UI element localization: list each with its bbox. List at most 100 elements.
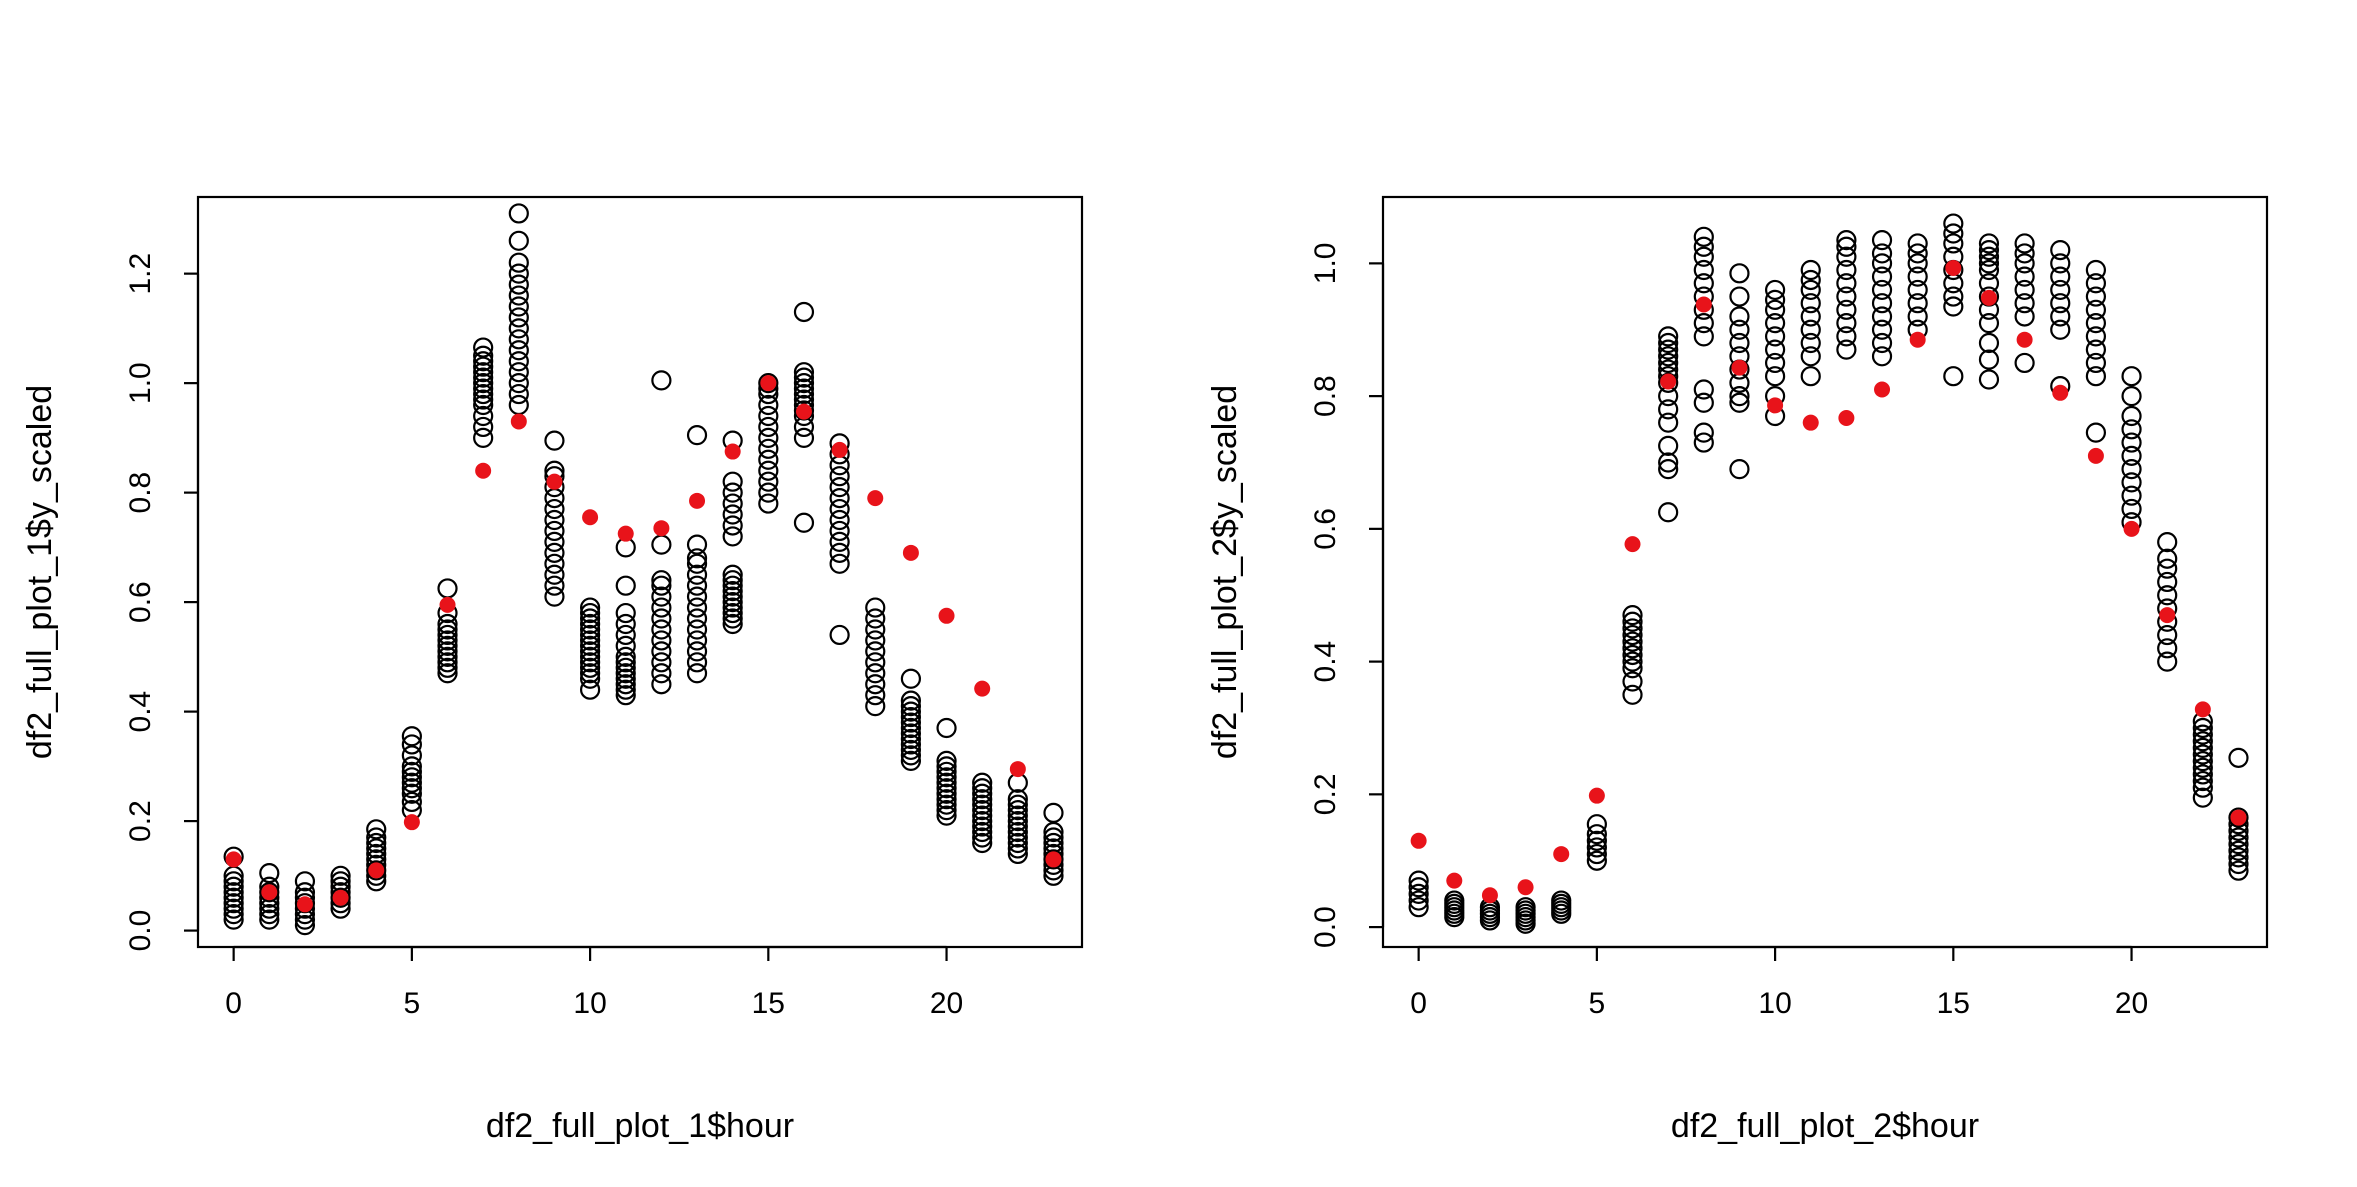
observed-point: [1907, 306, 1928, 327]
observed-point: [508, 351, 529, 372]
observed-point: [651, 652, 672, 673]
observed-point: [1836, 299, 1857, 320]
observed-point: [2014, 253, 2035, 274]
observed-point: [2192, 744, 2213, 765]
fitted-point: [1481, 887, 1498, 904]
observed-point: [722, 597, 743, 618]
observed-point: [865, 674, 886, 695]
observed-point: [615, 657, 636, 678]
observed-point: [1871, 253, 1893, 274]
observed-point: [1408, 870, 1429, 891]
observed-point: [1978, 259, 2000, 281]
x-tick-label: 10: [573, 987, 606, 1020]
x-tick-label: 0: [1410, 987, 1427, 1020]
observed-point: [1871, 230, 1893, 251]
observed-point: [401, 756, 422, 777]
observed-point: [544, 575, 565, 596]
observed-point: [579, 624, 601, 646]
observed-point: [2085, 422, 2107, 443]
observed-point: [722, 575, 743, 596]
observed-point: [2228, 847, 2249, 868]
observed-point: [758, 427, 779, 448]
x-axis-label: df2_full_plot_1$hour: [486, 1107, 794, 1145]
observed-point: [437, 663, 458, 684]
observed-point: [1658, 502, 1679, 523]
observed-point: [1622, 644, 1643, 666]
observed-point: [2192, 737, 2213, 758]
observed-point: [1836, 230, 1857, 251]
observed-point: [223, 871, 244, 892]
observed-point: [1729, 319, 1750, 340]
observed-point: [2085, 273, 2107, 294]
observed-point: [686, 553, 708, 574]
fitted-point: [1410, 832, 1427, 849]
observed-point: [1658, 339, 1679, 360]
observed-point: [829, 498, 850, 520]
fitted-point: [760, 375, 777, 392]
observed-point: [473, 345, 494, 366]
fitted-point: [2230, 809, 2247, 826]
observed-point: [936, 750, 957, 771]
observed-point: [294, 871, 316, 892]
y-axis-label: df2_full_plot_1$y_scaled: [21, 385, 59, 759]
observed-point: [1978, 313, 2000, 334]
observed-point: [294, 915, 316, 936]
observed-point: [2014, 233, 2035, 254]
observed-point: [686, 564, 708, 585]
observed-point: [829, 542, 850, 563]
fitted-point: [1660, 373, 1677, 390]
observed-point: [936, 805, 957, 826]
observed-point: [544, 542, 565, 563]
observed-point: [1007, 800, 1028, 821]
observed-point: [2014, 243, 2035, 264]
observed-point: [579, 679, 601, 700]
observed-point: [900, 701, 922, 722]
observed-point: [615, 646, 636, 667]
fitted-point: [1980, 289, 1997, 306]
observed-point: [2192, 724, 2213, 745]
observed-point: [2192, 757, 2213, 778]
observed-point: [1007, 843, 1028, 865]
observed-point: [1622, 684, 1643, 705]
observed-point: [1764, 289, 1786, 310]
observed-point: [793, 416, 815, 438]
observed-point: [2157, 624, 2178, 646]
observed-point: [2121, 485, 2142, 506]
observed-point: [437, 624, 458, 646]
observed-point: [579, 608, 601, 629]
observed-point: [1729, 286, 1750, 307]
y-tick-label: 0.8: [124, 472, 157, 514]
fitted-point: [1446, 872, 1463, 889]
observed-point: [936, 783, 957, 804]
observed-point: [865, 663, 886, 684]
observed-point: [1007, 805, 1028, 826]
observed-point: [1871, 346, 1893, 367]
observed-point: [2050, 253, 2071, 274]
observed-point: [936, 756, 957, 777]
observed-point: [1800, 293, 1821, 314]
observed-point: [1007, 789, 1028, 810]
observed-point: [1729, 263, 1750, 284]
fitted-point: [1624, 536, 1641, 553]
observed-point: [2121, 472, 2142, 493]
observed-point: [1622, 611, 1643, 632]
observed-point: [508, 362, 529, 383]
observed-point: [508, 252, 529, 273]
fitted-point: [1909, 331, 1926, 348]
observed-point: [259, 862, 280, 884]
fitted-point: [1838, 410, 1855, 427]
observed-point: [829, 553, 850, 574]
observed-point: [223, 904, 244, 925]
observed-point: [1693, 422, 1714, 443]
observed-point: [1729, 392, 1750, 413]
observed-point: [900, 696, 922, 717]
fitted-point: [2194, 701, 2211, 718]
observed-point: [900, 690, 922, 711]
observed-point: [2014, 279, 2035, 301]
x-tick-label: 15: [1937, 987, 1970, 1020]
observed-point: [651, 608, 672, 629]
observed-point: [900, 723, 922, 744]
observed-point: [579, 641, 601, 662]
observed-point: [900, 739, 922, 761]
